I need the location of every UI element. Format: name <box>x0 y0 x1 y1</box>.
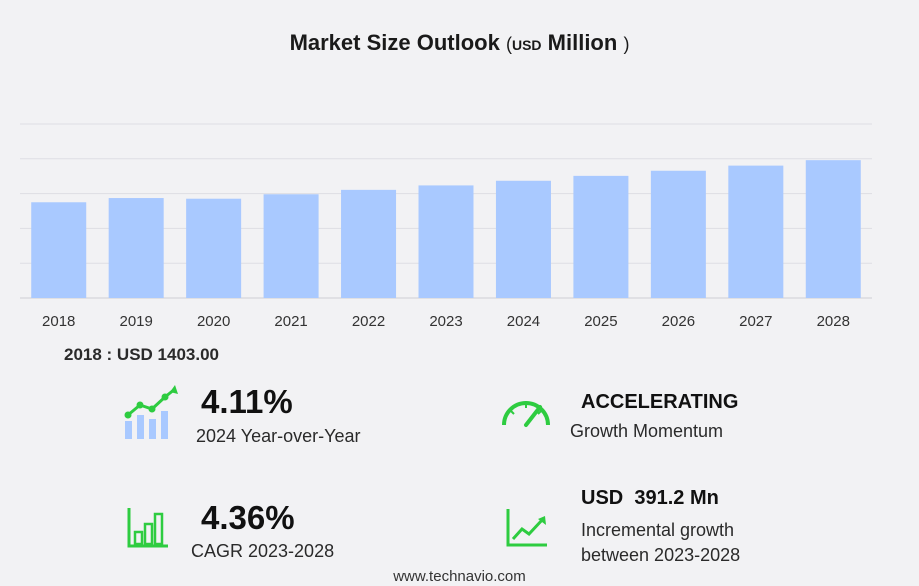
incremental-label-line1: Incremental growth <box>581 520 735 540</box>
bar-2027 <box>728 165 784 298</box>
x-tick-label-2027: 2027 <box>739 313 772 330</box>
x-tick-label-2021: 2021 <box>274 313 307 330</box>
bar-chart-icon <box>127 508 168 548</box>
x-tick-label-2019: 2019 <box>119 313 152 330</box>
incremental-value: USD 391.2 Mn <box>581 487 719 509</box>
yoy-value: 4.11% <box>201 383 293 420</box>
bar-2020 <box>186 198 242 298</box>
x-tick-label-2018: 2018 <box>42 313 75 330</box>
x-tick-label-2025: 2025 <box>584 313 617 330</box>
bar-2022 <box>341 189 397 298</box>
x-tick-label-2022: 2022 <box>352 313 385 330</box>
title-text: Market Size Outlook <box>289 30 500 55</box>
unit-magnitude: Million <box>547 30 618 55</box>
unit-currency: USD <box>511 37 542 53</box>
x-tick-label-2023: 2023 <box>429 313 462 330</box>
bar-2018 <box>31 202 87 298</box>
bar-2019 <box>108 198 164 298</box>
bar-trend-up-icon <box>124 385 178 439</box>
momentum-label: Growth Momentum <box>570 421 724 441</box>
unit-close: ) <box>623 34 630 54</box>
x-tick-label-2028: 2028 <box>817 313 850 330</box>
x-tick-label-2024: 2024 <box>507 313 540 330</box>
base-year-value: 2018 : USD 1403.00 <box>64 345 219 364</box>
bar-2026 <box>650 170 706 298</box>
chart-title: Market Size Outlook (USD Million ) <box>0 30 919 56</box>
bar-2021 <box>263 194 319 298</box>
speedometer-icon <box>502 401 550 427</box>
bar-2024 <box>495 180 551 298</box>
unit-open: ( <box>505 34 512 54</box>
line-chart-up-icon <box>506 509 547 547</box>
bar-2028 <box>805 160 861 298</box>
x-tick-label-2020: 2020 <box>197 313 230 330</box>
x-tick-label-2026: 2026 <box>662 313 695 330</box>
bar-2025 <box>573 175 629 298</box>
incremental-label-line2: between 2023-2028 <box>581 545 741 565</box>
footer-url: www.technavio.com <box>393 568 526 585</box>
bar-2023 <box>418 185 474 298</box>
cagr-label: CAGR 2023-2028 <box>191 541 335 561</box>
cagr-value: 4.36% <box>201 499 295 536</box>
yoy-label: 2024 Year-over-Year <box>196 426 361 446</box>
momentum-value: ACCELERATING <box>581 391 739 413</box>
bar-chart: 2018 2019 2020 2021 2022 2023 2024 2025 2026 2027… <box>20 123 872 330</box>
